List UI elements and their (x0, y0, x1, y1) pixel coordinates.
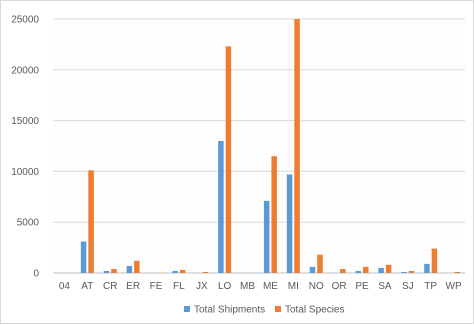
x-tick-label: CR (103, 281, 117, 292)
bar-total-shipments-FL (172, 270, 178, 273)
x-tick-label: SA (378, 281, 392, 292)
x-tick-label: AT (81, 281, 93, 292)
plot-area (53, 19, 465, 273)
x-tick-label: ME (263, 281, 278, 292)
bar-total-shipments-PE (355, 270, 361, 273)
x-tick-label: OR (332, 281, 347, 292)
bar-total-shipments-NO (309, 266, 316, 273)
bars (80, 19, 461, 273)
bar-total-shipments-ME (263, 200, 270, 273)
bar-total-shipments-LO (218, 140, 224, 273)
bar-total-species-PE (363, 266, 369, 273)
bar-total-shipments-SA (378, 267, 384, 273)
x-tick-label: LO (218, 281, 232, 292)
bar-total-species-SJ (408, 270, 415, 273)
x-tick-label: MB (240, 281, 255, 292)
legend-label-total-shipments: Total Shipments (194, 305, 265, 316)
bar-total-shipments-SJ (401, 271, 407, 273)
bar-total-species-FL (179, 269, 186, 273)
y-tick-label: 0 (33, 269, 39, 280)
x-tick-label: MI (288, 281, 299, 292)
x-tick-label: FL (173, 281, 185, 292)
x-tick-label: TP (424, 281, 437, 292)
x-tick-label: ER (126, 281, 140, 292)
x-axis-ticks: 04 AT CR ER FE FL JX LO MB ME MI NO OR PE SA SJ TP WP (59, 281, 462, 292)
x-tick-label: FE (150, 281, 163, 292)
x-tick-label: 04 (59, 281, 71, 292)
y-tick-label: 25000 (11, 15, 39, 26)
x-tick-label: WP (446, 281, 462, 292)
bar-total-shipments-MI (286, 174, 293, 273)
y-axis-ticks: 0 5000 10000 15000 20000 25000 (11, 15, 39, 280)
bar-total-species-AT (88, 170, 94, 273)
bar-total-species-JX (202, 271, 209, 273)
y-tick-label: 15000 (11, 116, 39, 127)
x-tick-label: PE (355, 281, 369, 292)
x-tick-label: NO (309, 281, 324, 292)
legend-label-total-species: Total Species (285, 305, 344, 316)
gridlines (53, 18, 465, 274)
bar-total-species-SA (385, 264, 392, 273)
legend: Total Shipments Total Species (184, 305, 344, 316)
bar-total-shipments-TP (424, 263, 430, 273)
bar-total-species-CR (111, 268, 117, 273)
y-tick-label: 20000 (11, 65, 39, 76)
bar-total-species-LO (225, 46, 232, 273)
bar-total-shipments-AT (80, 241, 87, 273)
y-tick-label: 10000 (11, 167, 39, 178)
bar-total-species-ER (134, 260, 140, 273)
bar-total-species-TP (431, 248, 438, 273)
legend-swatch-total-shipments (184, 306, 190, 312)
bar-total-species-NO (317, 254, 323, 273)
bar-total-species-ME (271, 156, 277, 273)
x-tick-label: JX (196, 281, 208, 292)
bar-total-shipments-ER (126, 265, 133, 273)
x-tick-label: SJ (402, 281, 414, 292)
bar-total-shipments-CR (103, 270, 110, 273)
bar-total-species-WP (454, 271, 461, 273)
legend-swatch-total-species (275, 306, 281, 312)
bar-total-species-MI (294, 19, 300, 273)
y-tick-label: 5000 (17, 218, 40, 229)
bar-total-species-OR (340, 268, 346, 273)
